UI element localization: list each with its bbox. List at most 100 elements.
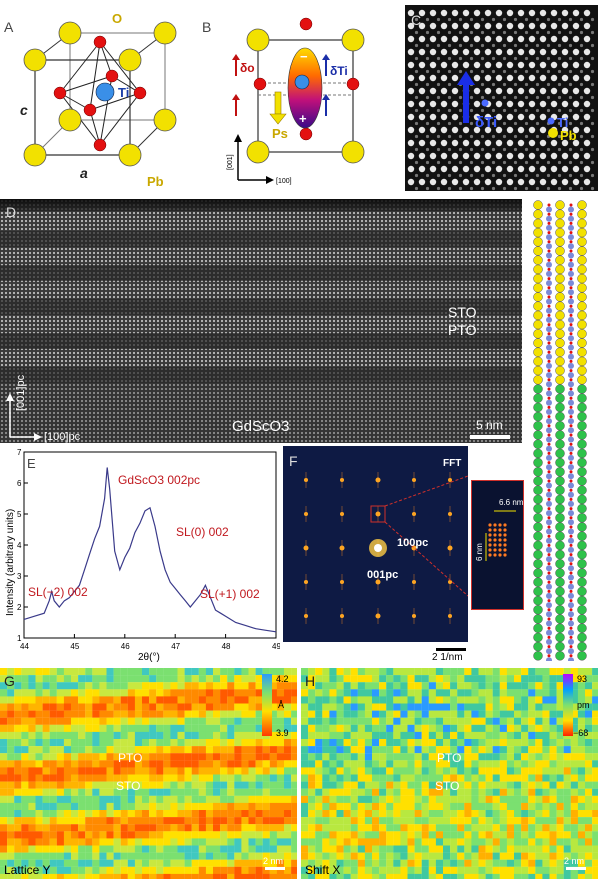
map-cell	[414, 753, 422, 761]
a-site-atom	[577, 301, 587, 311]
map-cell	[106, 810, 114, 818]
map-cell	[106, 739, 114, 747]
superlattice-model	[533, 200, 587, 661]
map-cell	[556, 760, 564, 768]
atom-column-small	[568, 30, 573, 35]
map-cell	[407, 781, 415, 789]
map-cell	[556, 859, 564, 867]
map-cell	[284, 781, 292, 789]
map-cell	[435, 717, 444, 725]
y-tick-label: 2	[17, 603, 22, 612]
map-cell	[556, 824, 564, 832]
map-cell	[42, 696, 50, 704]
map-cell	[205, 682, 214, 690]
atom-column-small	[480, 69, 485, 74]
map-cell	[99, 703, 107, 711]
map-cell	[28, 731, 36, 740]
map-cell	[435, 696, 444, 704]
map-cell	[191, 731, 199, 740]
atom-column-small	[524, 17, 529, 22]
map-cell	[450, 682, 458, 690]
atom-column-small	[414, 43, 419, 48]
map-cell	[336, 668, 344, 676]
map-cell	[269, 852, 277, 860]
map-cell	[350, 760, 358, 768]
b-site-atom	[568, 592, 574, 599]
map-cell	[450, 859, 458, 867]
map-cell	[248, 767, 256, 775]
a-site-atom	[555, 365, 565, 376]
map-cell	[386, 703, 394, 711]
map-cell	[241, 682, 249, 690]
map-cell	[220, 767, 228, 775]
map-cell	[357, 689, 365, 697]
map-cell	[556, 817, 564, 825]
atom-column-small	[513, 173, 518, 178]
atom-column-small	[480, 56, 485, 61]
atom-column-small	[491, 147, 496, 152]
atom-column-small	[414, 121, 419, 126]
map-cell	[542, 873, 550, 879]
map-cell	[227, 689, 235, 697]
map-cell	[7, 753, 15, 761]
map-cell	[227, 873, 235, 879]
map-cell	[336, 810, 344, 818]
a-site-atom	[577, 292, 587, 302]
map-cell	[464, 781, 472, 789]
map-cell	[499, 831, 507, 839]
map-cell	[308, 781, 316, 789]
map-cell	[142, 852, 150, 860]
map-cell	[269, 739, 277, 747]
map-cell	[364, 767, 373, 775]
map-cell	[276, 746, 285, 754]
atom-column	[506, 152, 514, 160]
map-cell	[276, 724, 285, 732]
map-cell	[21, 746, 29, 754]
atom-column	[429, 100, 437, 108]
map-cell	[49, 717, 57, 725]
map-cell	[379, 838, 387, 846]
map-cell	[248, 831, 256, 839]
map-cell	[535, 788, 543, 796]
map-cell	[42, 767, 50, 775]
map-cell	[134, 831, 143, 839]
map-cell	[284, 724, 292, 732]
map-cell	[435, 739, 444, 747]
a-site-atom	[533, 494, 543, 505]
map-cell	[535, 824, 543, 832]
atom-column-small	[524, 82, 529, 87]
map-cell	[49, 746, 57, 754]
b-site-atom	[546, 657, 552, 661]
a-site-atom	[555, 586, 565, 597]
caption-h: Shift X	[305, 863, 340, 877]
map-cell	[127, 689, 135, 697]
map-cell	[149, 795, 157, 803]
map-cell	[142, 873, 150, 879]
map-cell	[170, 781, 178, 789]
map-cell	[592, 859, 598, 867]
map-cell	[563, 774, 571, 782]
map-cell	[134, 781, 143, 789]
map-cell	[329, 824, 337, 832]
map-cell	[78, 739, 86, 747]
map-cell	[106, 760, 114, 768]
map-cell	[407, 724, 415, 732]
map-cell	[443, 746, 451, 754]
map-cell	[407, 838, 415, 846]
map-cell	[428, 802, 436, 811]
map-cell	[556, 717, 564, 725]
map-cell	[49, 675, 57, 683]
map-cell	[127, 724, 135, 732]
oxygen-atom	[547, 267, 551, 271]
atom-column	[550, 139, 558, 147]
map-cell	[329, 675, 337, 683]
b-site-atom	[568, 307, 574, 314]
map-cell	[357, 703, 365, 711]
map-cell	[528, 739, 536, 747]
map-cell	[528, 873, 536, 879]
atom-column	[539, 48, 547, 56]
map-cell	[78, 731, 86, 740]
a-site-atom	[533, 586, 543, 597]
map-cell	[291, 810, 297, 818]
atom-column	[418, 165, 426, 173]
